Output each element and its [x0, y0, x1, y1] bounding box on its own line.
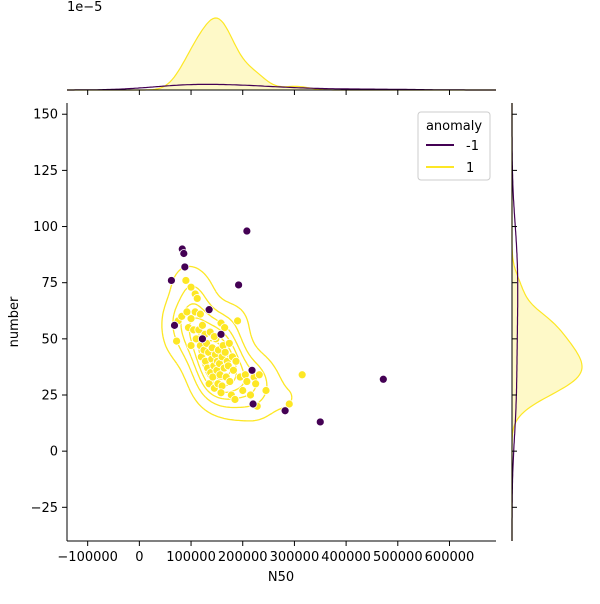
y-tick-label: 25	[41, 389, 58, 404]
scatter-point-neg1	[247, 365, 257, 375]
top-marginal: 1e−5	[67, 0, 496, 91]
main-plot: −100000 0 100000 200000 300000 400000 500000 60…	[7, 90, 517, 585]
scatter-points	[167, 226, 388, 427]
scatter-point-neg1	[315, 417, 325, 427]
scatter-point-1	[172, 336, 181, 346]
y-tick-label: 150	[33, 108, 58, 123]
scatter-point-neg1	[248, 399, 258, 409]
x-tick-label: 600000	[425, 550, 475, 565]
scatter-point-neg1	[204, 305, 214, 315]
y-ticks: −25 0 25 50 75 100 125 150	[31, 108, 517, 516]
scatter-point-neg1	[198, 334, 207, 344]
right-marginal-kde-line-neg1	[511, 103, 519, 541]
scatter-point-neg1	[180, 262, 190, 272]
scatter-point-1	[242, 377, 252, 386]
x-axis-label: N50	[268, 570, 294, 585]
y-axis-label: number	[7, 296, 22, 347]
y-tick-label: 0	[50, 445, 58, 460]
x-tick-label: 300000	[270, 550, 320, 565]
x-tick-label: 100000	[166, 550, 216, 565]
scatter-point-1	[220, 347, 230, 357]
scatter-point-1	[198, 320, 207, 330]
scatter-point-1	[182, 307, 192, 317]
top-marginal-multiplier: 1e−5	[67, 0, 102, 15]
scatter-point-1	[229, 365, 238, 375]
scatter-point-1	[186, 341, 196, 350]
scatter-point-1	[261, 386, 271, 395]
y-tick-label: 75	[41, 276, 58, 291]
scatter-point-neg1	[216, 329, 226, 339]
y-tick-label: 100	[33, 220, 58, 235]
scatter-point-neg1	[170, 320, 179, 330]
scatter-point-1	[195, 309, 205, 319]
scatter-point-1	[251, 379, 261, 389]
scatter-point-1	[254, 370, 264, 380]
scatter-point-1	[192, 294, 202, 303]
scatter-point-neg1	[378, 374, 388, 384]
legend-label-neg1: -1	[466, 139, 479, 154]
scatter-point-1	[233, 316, 242, 326]
legend-label-1: 1	[466, 161, 474, 176]
x-tick-label: 0	[135, 550, 143, 565]
scatter-point-1	[230, 395, 240, 404]
scatter-point-1	[186, 314, 196, 324]
scatter-point-neg1	[242, 226, 252, 236]
scatter-point-1	[297, 370, 307, 380]
scatter-point-neg1	[234, 280, 244, 290]
scatter-point-neg1	[280, 406, 290, 416]
scatter-point-1	[238, 386, 248, 395]
scatter-point-1	[220, 323, 230, 333]
scatter-point-neg1	[167, 276, 176, 285]
right-marginal	[511, 103, 583, 541]
x-ticks: −100000 0 100000 200000 300000 400000 500000 60…	[57, 90, 474, 565]
scatter-point-1	[181, 276, 191, 285]
legend-title: anomaly	[426, 119, 482, 134]
scatter-point-1	[216, 388, 226, 398]
x-tick-label: 200000	[218, 550, 268, 565]
x-tick-label: 500000	[373, 550, 423, 565]
scatter-point-1	[246, 390, 255, 400]
x-tick-label: −100000	[57, 550, 118, 565]
y-tick-label: −25	[31, 501, 58, 516]
y-tick-label: 125	[33, 164, 58, 179]
x-tick-label: 400000	[321, 550, 371, 565]
legend: anomaly -1 1	[417, 111, 491, 181]
top-marginal-kde-fill-1	[67, 18, 496, 90]
y-tick-label: 50	[41, 332, 58, 347]
right-marginal-kde-fill-1	[512, 103, 582, 541]
scatter-point-1	[186, 282, 196, 292]
scatter-point-1	[225, 377, 235, 386]
scatter-point-neg1	[179, 249, 189, 258]
scatter-point-1	[224, 338, 234, 348]
top-marginal-kde-line-1	[67, 17, 496, 91]
scatter-point-1	[231, 356, 241, 366]
scatter-point-1	[284, 399, 294, 409]
